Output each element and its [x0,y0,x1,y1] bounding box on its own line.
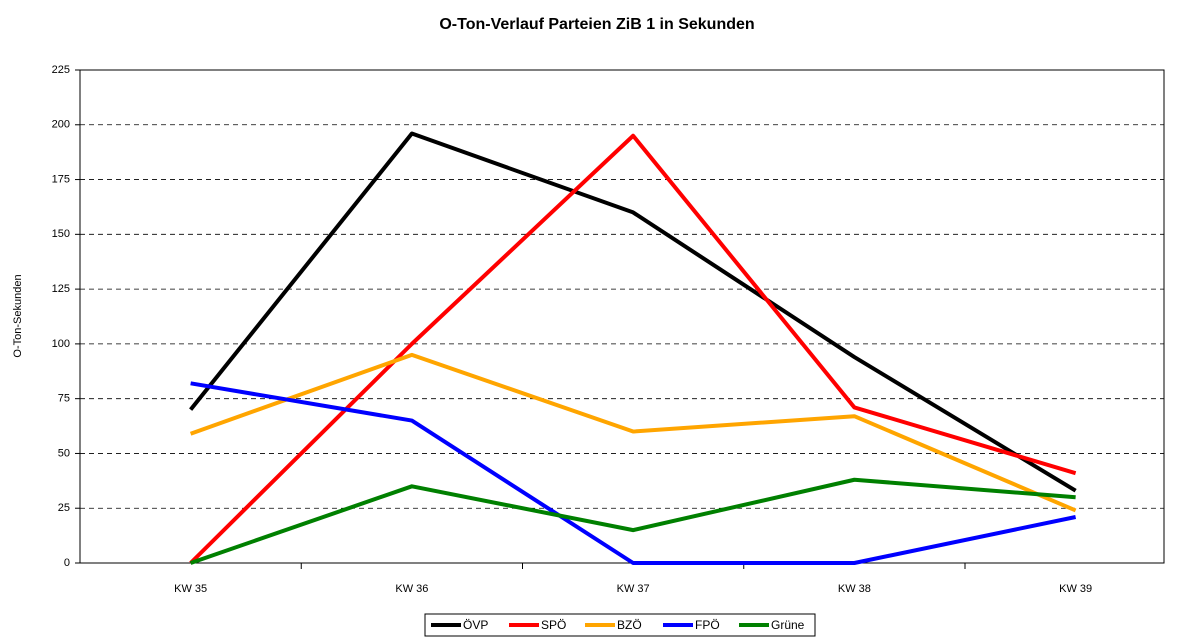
series-line [189,133,1077,565]
y-tick-label: 225 [52,64,70,76]
chart-title: O-Ton-Verlauf Parteien ZiB 1 in Sekunden [439,16,754,33]
y-tick-label: 25 [58,502,70,514]
y-tick-label: 175 [52,173,70,185]
series-line [190,381,1077,565]
y-tick-label: 0 [64,557,70,569]
series-line [189,477,1076,565]
legend-label: ÖVP [463,618,488,632]
plot-border [79,69,1165,564]
y-tick-label: 75 [58,393,70,405]
y-tick-label: 50 [58,447,70,459]
x-tick-label: KW 35 [174,583,207,595]
x-tick-label: KW 39 [1059,583,1092,595]
y-axis-label: O-Ton-Sekunden [12,274,24,357]
legend-label: SPÖ [541,618,566,632]
y-tick-label: 200 [52,119,70,131]
legend-label: FPÖ [695,618,720,632]
y-tick-label: 100 [52,338,70,350]
x-tick-label: KW 36 [395,583,428,595]
series-line [189,131,1077,493]
y-tick-label: 150 [52,228,70,240]
y-tick-label: 125 [52,283,70,295]
x-tick-label: KW 38 [838,583,871,595]
legend-label: BZÖ [617,618,642,632]
legend-box [424,613,816,637]
x-tick-label: KW 37 [617,583,650,595]
series-line [189,352,1077,513]
legend-label: Grüne [771,618,805,632]
